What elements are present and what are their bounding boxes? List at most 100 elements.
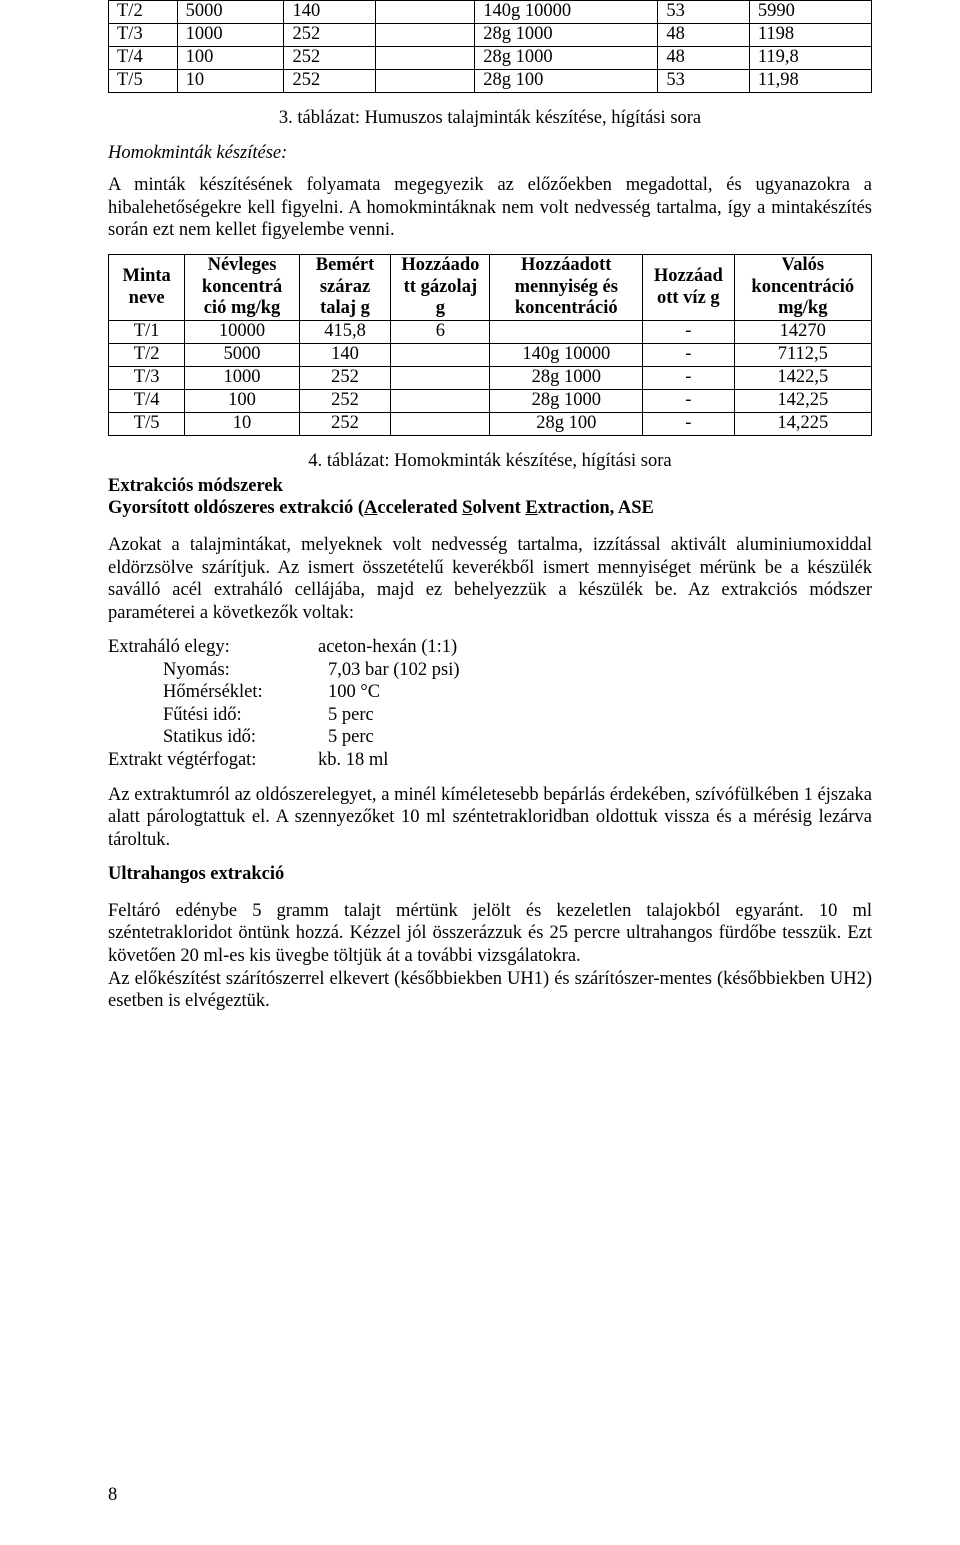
text: ccelerated bbox=[377, 498, 462, 518]
param-value: aceton-hexán (1:1) bbox=[318, 636, 457, 659]
param-label: Nyomás: bbox=[108, 659, 328, 682]
param-value: 7,03 bar (102 psi) bbox=[328, 659, 460, 682]
cell: 252 bbox=[284, 70, 376, 93]
parameter-row: Extrakt végtérfogat: kb. 18 ml bbox=[108, 749, 872, 772]
paragraph: Az extraktumról az oldószerelegyet, a mi… bbox=[108, 784, 872, 852]
cell: T/3 bbox=[109, 367, 185, 390]
col-header: Hozzáado tt gázolaj g bbox=[391, 254, 490, 320]
cell: 252 bbox=[299, 413, 391, 436]
col-header: Hozzáad ott víz g bbox=[643, 254, 735, 320]
param-value: 5 perc bbox=[328, 704, 374, 727]
cell: T/2 bbox=[109, 344, 185, 367]
cell: 5000 bbox=[185, 344, 299, 367]
page: T/2 5000 140 140g 10000 53 5990 T/3 1000… bbox=[0, 0, 960, 1545]
parameter-row: Statikus idő: 5 perc bbox=[108, 726, 872, 749]
paragraph: A minták készítésének folyamata megegyez… bbox=[108, 174, 872, 242]
cell: 53 bbox=[658, 1, 750, 24]
page-number: 8 bbox=[108, 1484, 117, 1507]
cell: 1000 bbox=[177, 24, 284, 47]
table-row: T/4 100 252 28g 1000 - 142,25 bbox=[109, 390, 872, 413]
cell: 48 bbox=[658, 47, 750, 70]
cell: T/5 bbox=[109, 413, 185, 436]
table-row: T/2 5000 140 140g 10000 - 7112,5 bbox=[109, 344, 872, 367]
cell bbox=[376, 24, 475, 47]
heading-ultrasonic: Ultrahangos extrakció bbox=[108, 863, 872, 886]
cell: - bbox=[643, 390, 735, 413]
col-header: Hozzáadott mennyiség és koncentráció bbox=[490, 254, 643, 320]
cell: 28g 100 bbox=[475, 70, 658, 93]
cell bbox=[391, 367, 490, 390]
cell: - bbox=[643, 321, 735, 344]
param-value: 5 perc bbox=[328, 726, 374, 749]
cell bbox=[376, 1, 475, 24]
cell: 48 bbox=[658, 24, 750, 47]
cell: T/5 bbox=[109, 70, 178, 93]
param-label: Fűtési idő: bbox=[108, 704, 328, 727]
col-header: Névleges koncentrá ció mg/kg bbox=[185, 254, 299, 320]
cell: 5990 bbox=[749, 1, 871, 24]
cell: 1000 bbox=[185, 367, 299, 390]
cell: 10 bbox=[185, 413, 299, 436]
cell: 11,98 bbox=[749, 70, 871, 93]
col-header: Bemért száraz talaj g bbox=[299, 254, 391, 320]
cell: 252 bbox=[284, 24, 376, 47]
param-value: 100 °C bbox=[328, 681, 380, 704]
param-label: Extraháló elegy: bbox=[108, 636, 318, 659]
section-heading-italic: Homokminták készítése: bbox=[108, 142, 872, 165]
param-value: kb. 18 ml bbox=[318, 749, 388, 772]
cell: T/4 bbox=[109, 47, 178, 70]
cell: 142,25 bbox=[734, 390, 871, 413]
cell bbox=[391, 344, 490, 367]
cell: - bbox=[643, 413, 735, 436]
heading-ase: Gyorsított oldószeres extrakció (Acceler… bbox=[108, 497, 872, 520]
text: olvent bbox=[472, 498, 525, 518]
underline: E bbox=[525, 498, 537, 518]
cell: 100 bbox=[177, 47, 284, 70]
cell: - bbox=[643, 367, 735, 390]
cell: 1198 bbox=[749, 24, 871, 47]
heading-extraction-methods: Extrakciós módszerek bbox=[108, 475, 872, 498]
cell: 140 bbox=[299, 344, 391, 367]
cell: 10 bbox=[177, 70, 284, 93]
text: Gyorsított oldószeres extrakció ( bbox=[108, 498, 364, 518]
parameter-row: Extraháló elegy: aceton-hexán (1:1) bbox=[108, 636, 872, 659]
cell: - bbox=[643, 344, 735, 367]
parameter-row: Nyomás: 7,03 bar (102 psi) bbox=[108, 659, 872, 682]
param-label: Extrakt végtérfogat: bbox=[108, 749, 318, 772]
cell: 10000 bbox=[185, 321, 299, 344]
table-2-caption: 4. táblázat: Homokminták készítése, hígí… bbox=[108, 450, 872, 473]
table-1-caption: 3. táblázat: Humuszos talajminták készít… bbox=[108, 107, 872, 130]
table-1: T/2 5000 140 140g 10000 53 5990 T/3 1000… bbox=[108, 0, 872, 93]
text: xtraction, ASE bbox=[538, 498, 654, 518]
table-row: T/5 10 252 28g 100 - 14,225 bbox=[109, 413, 872, 436]
cell: 28g 1000 bbox=[490, 390, 643, 413]
cell: 252 bbox=[284, 47, 376, 70]
cell bbox=[391, 413, 490, 436]
table-2: Minta neve Névleges koncentrá ció mg/kg … bbox=[108, 254, 872, 436]
cell bbox=[376, 47, 475, 70]
param-label: Statikus idő: bbox=[108, 726, 328, 749]
cell: T/4 bbox=[109, 390, 185, 413]
cell: 53 bbox=[658, 70, 750, 93]
cell: 6 bbox=[391, 321, 490, 344]
cell bbox=[376, 70, 475, 93]
cell: T/2 bbox=[109, 1, 178, 24]
paragraph: Feltáró edénybe 5 gramm talajt mértünk j… bbox=[108, 900, 872, 968]
cell: 140 bbox=[284, 1, 376, 24]
col-header: Minta neve bbox=[109, 254, 185, 320]
table-row: T/3 1000 252 28g 1000 48 1198 bbox=[109, 24, 872, 47]
underline: S bbox=[462, 498, 472, 518]
table-header-row: Minta neve Névleges koncentrá ció mg/kg … bbox=[109, 254, 872, 320]
cell: 252 bbox=[299, 367, 391, 390]
cell: 140g 10000 bbox=[475, 1, 658, 24]
cell: 5000 bbox=[177, 1, 284, 24]
table-row: T/3 1000 252 28g 1000 - 1422,5 bbox=[109, 367, 872, 390]
underline: A bbox=[364, 498, 377, 518]
cell: 252 bbox=[299, 390, 391, 413]
cell bbox=[490, 321, 643, 344]
paragraph: Az előkészítést szárítószerrel elkevert … bbox=[108, 968, 872, 1013]
cell: 28g 100 bbox=[490, 413, 643, 436]
cell: T/1 bbox=[109, 321, 185, 344]
parameter-row: Hőmérséklet: 100 °C bbox=[108, 681, 872, 704]
cell: 415,8 bbox=[299, 321, 391, 344]
